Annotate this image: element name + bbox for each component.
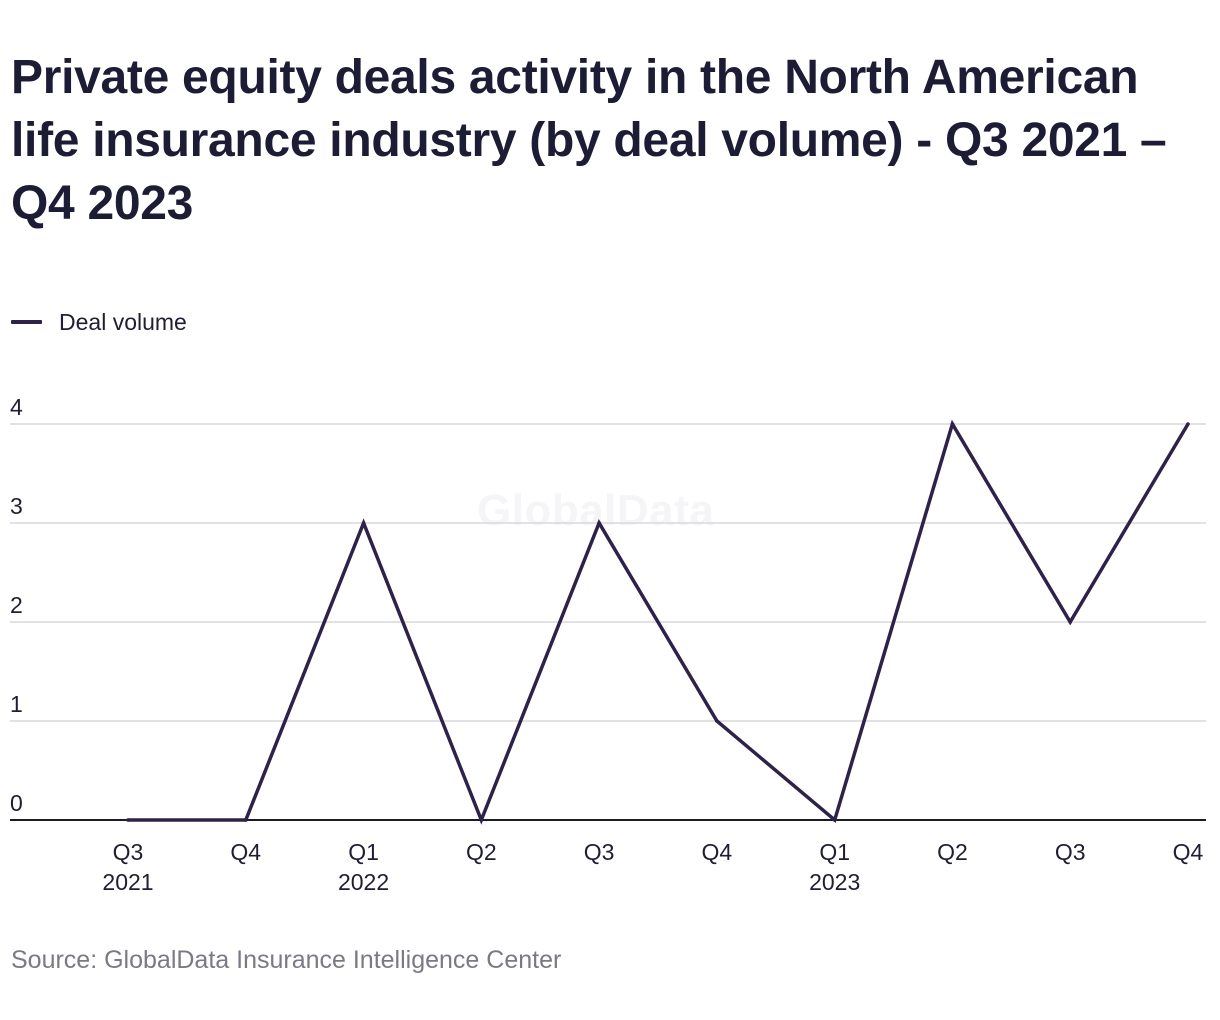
x-tick-label: Q3 <box>1055 839 1086 865</box>
data-point <box>126 818 130 822</box>
chart-title: Private equity deals activity in the Nor… <box>11 51 1167 230</box>
source-note: Source: GlobalData Insurance Intelligenc… <box>11 946 562 974</box>
data-point <box>1186 422 1190 426</box>
x-tick-label: Q4 <box>1173 839 1204 865</box>
data-point <box>479 818 484 822</box>
x-tick-year-label: 2021 <box>102 869 153 895</box>
x-tick-label: Q2 <box>937 839 968 865</box>
x-tick-label: Q1 <box>348 839 379 865</box>
watermark: GlobalData <box>477 486 715 535</box>
data-point <box>950 422 955 426</box>
legend-line-swatch <box>11 320 42 324</box>
y-tick-label: 0 <box>10 790 23 816</box>
x-tick-year-label: 2023 <box>809 869 860 895</box>
y-tick-label: 2 <box>10 592 23 618</box>
x-tick-label: Q3 <box>584 839 615 865</box>
data-point <box>597 521 601 525</box>
data-point <box>715 719 719 723</box>
x-tick-year-label: 2022 <box>338 869 389 895</box>
legend-label: Deal volume <box>59 308 187 335</box>
x-tick-label: Q4 <box>702 839 733 865</box>
x-tick-label: Q3 <box>113 839 144 865</box>
y-tick-label: 3 <box>10 493 23 519</box>
data-point <box>1068 620 1073 624</box>
series-line-deal-volume <box>128 419 1190 825</box>
x-tick-label: Q4 <box>230 839 261 865</box>
y-tick-label: 1 <box>10 691 23 717</box>
x-tick-label: Q2 <box>466 839 497 865</box>
x-tick-label: Q1 <box>819 839 850 865</box>
y-tick-label: 4 <box>10 394 23 420</box>
data-point <box>361 521 366 525</box>
data-point <box>832 818 837 822</box>
data-point <box>243 818 248 822</box>
legend: Deal volume <box>11 306 187 338</box>
